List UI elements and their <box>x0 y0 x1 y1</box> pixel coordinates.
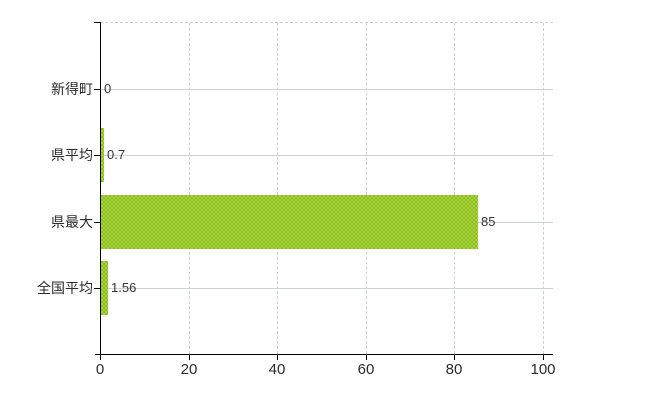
x-tick-mark <box>277 355 278 360</box>
x-tick-label: 0 <box>95 361 105 378</box>
y-axis-top-tick <box>94 22 100 23</box>
x-gridline <box>277 23 278 354</box>
x-axis-line <box>95 354 553 355</box>
y-tick-mark <box>94 89 100 90</box>
x-tick-label: 80 <box>445 361 463 378</box>
x-tick-mark <box>366 355 367 360</box>
category-label: 県平均 <box>51 147 93 163</box>
plot-top-border <box>100 22 553 23</box>
bar <box>101 128 104 182</box>
x-gridline <box>366 23 367 354</box>
category-label: 新得町 <box>51 81 93 97</box>
x-gridline <box>189 23 190 354</box>
x-tick-mark <box>543 355 544 360</box>
y-gridline <box>101 288 553 289</box>
category-label: 県最大 <box>51 214 93 230</box>
x-gridline <box>454 23 455 354</box>
value-label: 0.7 <box>107 147 126 162</box>
x-tick-mark <box>100 355 101 360</box>
value-label: 0 <box>104 81 112 96</box>
x-tick-label: 40 <box>268 361 286 378</box>
value-label: 85 <box>481 214 496 229</box>
value-label: 1.56 <box>111 280 137 295</box>
x-tick-mark <box>454 355 455 360</box>
x-tick-label: 100 <box>530 361 556 378</box>
bar <box>101 261 108 315</box>
bar <box>101 195 478 249</box>
x-gridline <box>543 23 544 354</box>
x-tick-mark <box>189 355 190 360</box>
y-gridline <box>101 89 553 90</box>
y-tick-mark <box>94 155 100 156</box>
x-tick-label: 60 <box>357 361 375 378</box>
y-tick-mark <box>94 222 100 223</box>
x-tick-label: 20 <box>180 361 198 378</box>
category-label: 全国平均 <box>37 280 93 296</box>
y-axis-line <box>100 22 101 355</box>
y-gridline <box>101 155 553 156</box>
y-tick-mark <box>94 288 100 289</box>
